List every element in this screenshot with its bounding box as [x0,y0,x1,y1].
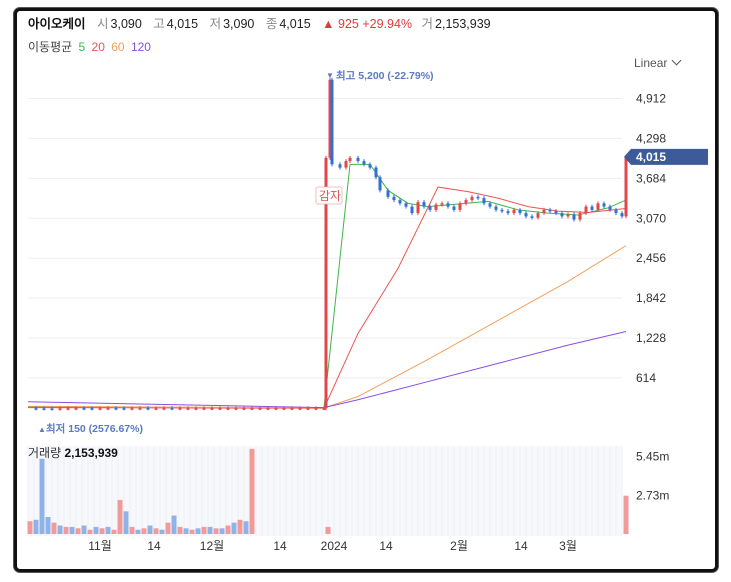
change-value: ▲ 925 [322,17,359,31]
scale-dropdown[interactable]: Linear [634,55,682,70]
ma-120-label: 120 [130,40,151,54]
change-percent: +29.94% [362,17,413,31]
low-label: 저 [209,17,222,31]
open-value: 3,090 [110,17,142,31]
close-label: 종 [265,17,278,31]
volume-panel-value: 2,153,939 [64,446,118,460]
open-label: 시 [97,17,109,31]
high-value: 4,015 [166,17,199,31]
ma-60-label: 60 [111,40,125,54]
chart-window [14,8,718,572]
high-label: 고 [153,17,165,31]
volume-value: 2,153,939 [435,17,491,31]
moving-average-legend[interactable]: 이동평균 5 20 60 120 [28,38,151,55]
stock-name: 아이오케이 [28,17,86,31]
close-value: 4,015 [279,17,311,31]
volume-label: 거 [421,17,434,31]
volume-panel-title: 거래량 2,153,939 [28,444,118,461]
moving-average-label: 이동평균 [28,40,73,54]
volume-panel-label: 거래량 [28,446,62,460]
price-summary: 아이오케이 시 3,090 고 4,015 저 3,090 종 4,015 ▲ 925 … [28,13,499,32]
ma-20-label: 20 [91,40,105,54]
chevron-down-icon [671,55,682,66]
scale-dropdown-label: Linear [634,56,668,70]
low-value: 3,090 [223,17,255,31]
ma-5-label: 5 [78,40,86,54]
